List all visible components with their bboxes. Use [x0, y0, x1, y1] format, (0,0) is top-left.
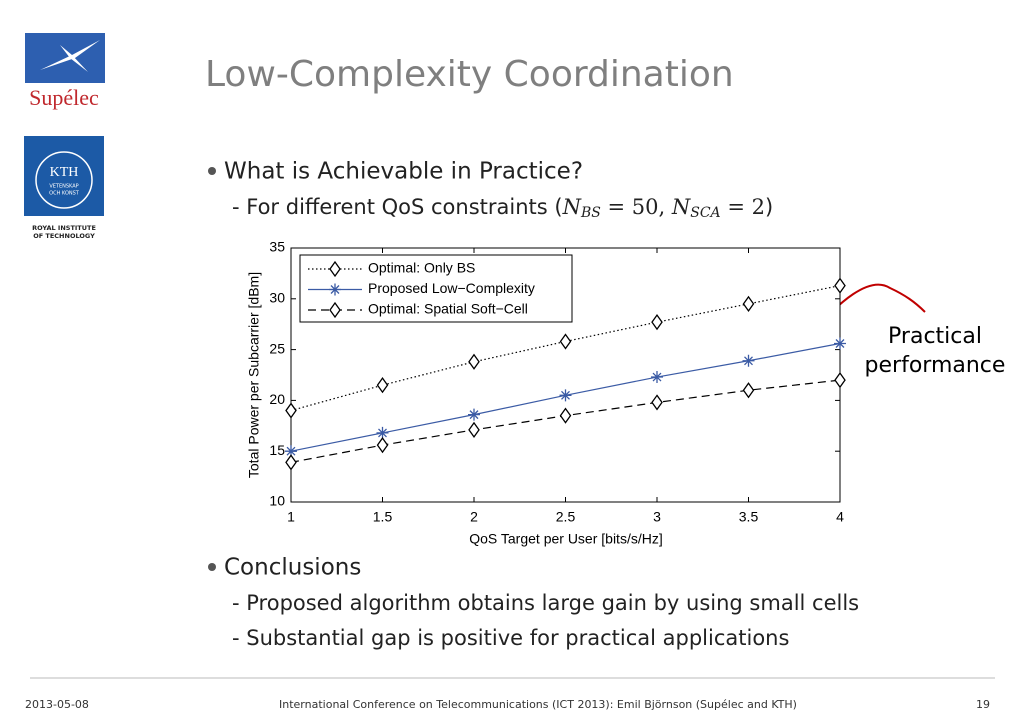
diamond-marker	[376, 377, 389, 394]
chart: QoS Target per User [bits/s/Hz] Total Po…	[246, 239, 846, 547]
diamond-marker	[285, 402, 297, 419]
sub-bullet: - Proposed algorithm obtains large gain …	[232, 591, 859, 615]
star-marker	[285, 445, 297, 458]
legend-label: Optimal: Only BS	[368, 260, 475, 276]
y-tick-label: 20	[269, 391, 285, 407]
legend-label: Optimal: Spatial Soft−Cell	[368, 301, 528, 317]
kth-motto: OCH KONST	[49, 191, 80, 197]
diamond-marker	[285, 454, 297, 471]
bullet: Conclusions	[224, 555, 361, 581]
sub-bullet: - For different QoS constraints (NBS = 5…	[232, 195, 773, 222]
footer-date: 2013-05-08	[25, 698, 89, 711]
diamond-marker	[834, 277, 846, 294]
x-tick-label: 3	[653, 509, 661, 525]
x-tick-label: 1.5	[373, 509, 393, 525]
kth-text: KTH	[50, 165, 79, 180]
y-axis-label: Total Power per Subcarrier [dBm]	[246, 272, 262, 478]
y-tick-label: 25	[269, 340, 285, 356]
x-tick-label: 4	[836, 509, 844, 525]
star-marker	[468, 408, 480, 421]
math: = 50,	[601, 195, 672, 219]
kth-name: OF TECHNOLOGY	[33, 232, 95, 240]
star-marker	[742, 354, 755, 367]
slide-title: Low-Complexity Coordination	[205, 54, 734, 95]
bullet-dot	[208, 167, 216, 175]
y-tick-label: 15	[269, 442, 285, 458]
diamond-marker	[742, 382, 755, 399]
bullet-dot	[208, 563, 216, 571]
x-tick-label: 3.5	[739, 509, 759, 525]
supelec-name: Supélec	[29, 85, 99, 110]
bullet: What is Achievable in Practice?	[224, 159, 583, 185]
diamond-marker	[376, 436, 389, 454]
diamond-marker	[742, 295, 755, 312]
x-tick-label: 2	[470, 509, 478, 525]
math-sub: SCA	[690, 205, 720, 221]
x-tick-label: 2.5	[556, 509, 576, 525]
footer-page: 19	[976, 698, 990, 711]
math: N	[562, 195, 582, 219]
y-tick-label: 35	[269, 239, 285, 255]
diamond-marker	[468, 421, 480, 438]
math: N	[671, 195, 691, 219]
annotation: Practical	[888, 324, 982, 349]
footer-event: International Conference on Telecommunic…	[279, 698, 797, 711]
star-marker	[559, 389, 572, 402]
kth-ring	[35, 151, 93, 209]
y-tick-label: 10	[269, 493, 285, 509]
annotation: performance	[865, 353, 1006, 378]
star-marker	[651, 371, 663, 384]
supelec-star	[40, 40, 100, 72]
diamond-marker	[559, 333, 572, 350]
kth-logo	[24, 136, 104, 216]
math: = 2	[721, 195, 765, 219]
diamond-marker	[651, 314, 663, 331]
star-marker	[376, 426, 389, 439]
diamond-marker	[329, 301, 341, 319]
diamond-marker	[468, 353, 480, 370]
diamond-marker	[651, 394, 663, 411]
kth-motto: VETENSKAP	[49, 184, 78, 190]
supelec-logo	[25, 33, 105, 83]
math-sub: BS	[580, 205, 601, 221]
diamond-marker	[329, 260, 341, 278]
kth-name: ROYAL INSTITUTE	[32, 224, 96, 232]
diamond-marker	[834, 371, 846, 389]
x-tick-label: 1	[287, 509, 295, 525]
legend-label: Proposed Low−Complexity	[368, 280, 535, 296]
text: - For different QoS constraints (	[232, 195, 563, 219]
star-marker	[329, 283, 341, 296]
text: )	[765, 195, 773, 219]
y-tick-label: 30	[269, 290, 285, 306]
diamond-marker	[559, 407, 572, 424]
star-marker	[834, 337, 846, 350]
legend-box	[299, 254, 573, 323]
sub-bullet: - Substantial gap is positive for practi…	[232, 626, 789, 650]
x-axis-label: QoS Target per User [bits/s/Hz]	[469, 531, 662, 547]
